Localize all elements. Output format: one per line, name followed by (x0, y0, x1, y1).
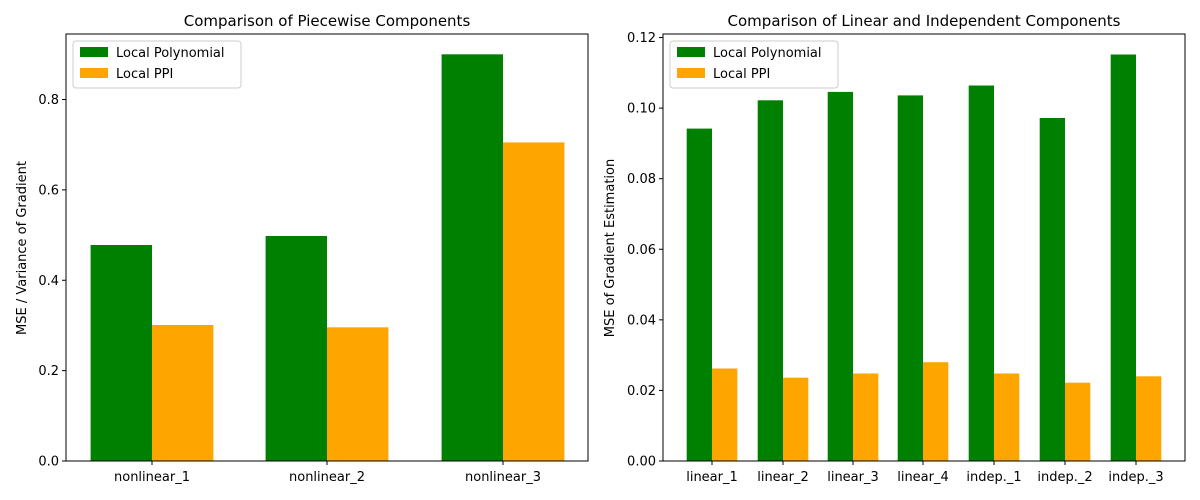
y-tick-label: 0.4 (38, 274, 59, 289)
y-tick-label: 0.2 (38, 364, 59, 379)
legend-swatch-local-polynomial (80, 47, 108, 57)
x-tick-label-nonlinear-3: nonlinear_3 (465, 470, 541, 485)
legend-swatch-local-polynomial (677, 47, 705, 57)
bar-local-polynomial-nonlinear-2 (265, 236, 327, 461)
bar-local-ppi-nonlinear-1 (152, 325, 214, 461)
chart-right-legend: Local Polynomial Local PPI (669, 40, 839, 89)
bar-local-ppi-linear-1 (712, 368, 738, 461)
y-tick-label: 0.6 (38, 183, 59, 198)
chart-left-legend: Local Polynomial Local PPI (72, 40, 242, 89)
y-tick-label: 0.0 (38, 455, 59, 470)
chart-right-y-axis-label: MSE of Gradient Estimation (603, 159, 618, 337)
chart-right-title: Comparison of Linear and Independent Com… (728, 12, 1121, 30)
chart-left-bars (90, 54, 565, 462)
bar-local-polynomial-indep-3 (1110, 54, 1136, 461)
x-tick-label-linear-2: linear_2 (757, 470, 809, 485)
x-tick-label-indep-3: indep._3 (1108, 470, 1163, 485)
bar-local-ppi-indep-2 (1065, 382, 1091, 461)
x-tick-label-indep-1: indep._1 (966, 470, 1021, 485)
chart-left-title: Comparison of Piecewise Components (184, 12, 471, 30)
x-tick-label-linear-4: linear_4 (897, 470, 949, 485)
bar-local-polynomial-nonlinear-1 (90, 245, 152, 461)
bar-local-ppi-nonlinear-3 (503, 142, 565, 461)
x-tick-label-nonlinear-1: nonlinear_1 (114, 470, 190, 485)
bar-local-ppi-linear-3 (853, 373, 879, 461)
y-tick-label: 0.08 (627, 172, 656, 187)
bar-local-ppi-indep-1 (994, 373, 1020, 461)
x-tick-label-nonlinear-2: nonlinear_2 (289, 470, 365, 485)
bar-local-ppi-linear-4 (923, 362, 949, 461)
y-tick-label: 0.8 (38, 93, 59, 108)
y-tick-label: 0.12 (627, 31, 656, 46)
bar-local-ppi-indep-3 (1136, 376, 1162, 461)
chart-right: Comparison of Linear and Independent Com… (603, 12, 1186, 485)
x-tick-label-linear-1: linear_1 (686, 470, 738, 485)
chart-left: Comparison of Piecewise Components MSE /… (15, 12, 589, 485)
legend-label-local-ppi: Local PPI (116, 67, 173, 82)
legend-box (72, 40, 242, 89)
y-tick-label: 0.04 (627, 313, 656, 328)
x-tick-label-linear-3: linear_3 (827, 470, 879, 485)
chart-left-y-axis-label: MSE / Variance of Gradient (15, 161, 30, 335)
bar-local-ppi-nonlinear-2 (327, 327, 389, 461)
legend-box (669, 40, 839, 89)
chart-right-y-ticks: 0.00 0.02 0.04 0.06 0.08 0.10 0.12 (627, 31, 663, 470)
chart-left-axes-frame (65, 33, 589, 462)
bar-local-polynomial-indep-2 (1039, 118, 1065, 461)
legend-label-local-polynomial: Local Polynomial (116, 46, 225, 61)
bar-local-polynomial-indep-1 (968, 85, 994, 461)
bar-local-polynomial-linear-4 (897, 95, 923, 462)
y-tick-label: 0.02 (627, 384, 656, 399)
bar-local-polynomial-nonlinear-3 (441, 54, 503, 462)
bar-local-polynomial-linear-3 (827, 91, 853, 462)
chart-left-y-ticks: 0.0 0.2 0.4 0.6 0.8 (38, 93, 66, 470)
y-tick-label: 0.10 (627, 102, 656, 117)
bar-local-polynomial-linear-1 (686, 128, 712, 461)
legend-swatch-local-ppi (677, 68, 705, 78)
chart-right-bars (686, 54, 1162, 462)
legend-label-local-polynomial: Local Polynomial (713, 46, 822, 61)
x-tick-label-indep-2: indep._2 (1037, 470, 1092, 485)
bar-local-ppi-linear-2 (783, 377, 809, 461)
bar-local-polynomial-linear-2 (757, 100, 783, 462)
y-tick-label: 0.06 (627, 243, 656, 258)
chart-left-x-ticks: nonlinear_1 nonlinear_2 nonlinear_3 (114, 461, 541, 485)
legend-label-local-ppi: Local PPI (713, 67, 770, 82)
legend-swatch-local-ppi (80, 68, 108, 78)
y-tick-label: 0.00 (627, 455, 656, 470)
chart-right-axes-frame (662, 33, 1186, 462)
chart-right-x-ticks: linear_1 linear_2 linear_3 linear_4 indep._1… (686, 461, 1164, 485)
